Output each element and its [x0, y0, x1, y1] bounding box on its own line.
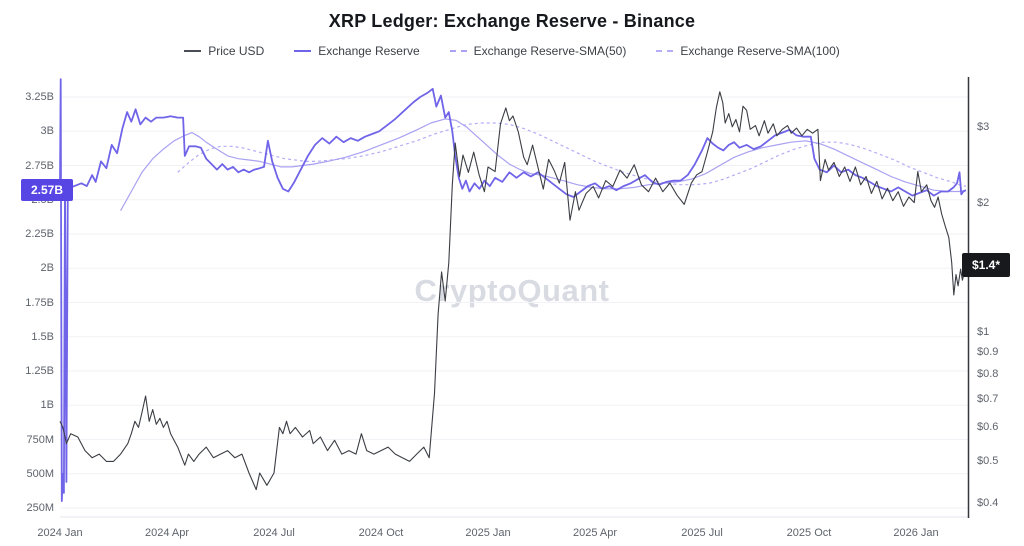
series-price-usd [59, 91, 967, 491]
legend-item-exchange-reserve[interactable]: Exchange Reserve [294, 44, 420, 58]
reserve-last-value-badge: 2.57B [21, 179, 73, 202]
legend-marker-exchange-reserve-sma50 [449, 50, 467, 52]
legend-label: Exchange Reserve [318, 44, 420, 58]
legend-item-exchange-reserve-sma50[interactable]: Exchange Reserve-SMA(50) [449, 44, 627, 58]
price-last-value-badge: $1.4* [962, 253, 1010, 278]
legend-label: Exchange Reserve-SMA(100) [680, 44, 840, 58]
legend-label: Price USD [208, 44, 265, 58]
legend-item-exchange-reserve-sma100[interactable]: Exchange Reserve-SMA(100) [656, 44, 840, 58]
series-exchange-reserve-sma100 [177, 122, 967, 187]
legend-item-price-usd[interactable]: Price USD [184, 44, 264, 58]
chart-title: XRP Ledger: Exchange Reserve - Binance [328, 11, 696, 31]
legend-marker-exchange-reserve [294, 50, 312, 52]
legend-marker-exchange-reserve-sma100 [656, 50, 674, 52]
legend-label: Exchange Reserve-SMA(50) [473, 44, 627, 58]
chart-legend: Price USD Exchange Reserve Exchange Reserv… [0, 44, 1024, 58]
series-exchange-reserve-sma50 [120, 118, 967, 211]
legend-marker-price-usd [184, 50, 202, 52]
series-exchange-reserve [59, 78, 967, 503]
